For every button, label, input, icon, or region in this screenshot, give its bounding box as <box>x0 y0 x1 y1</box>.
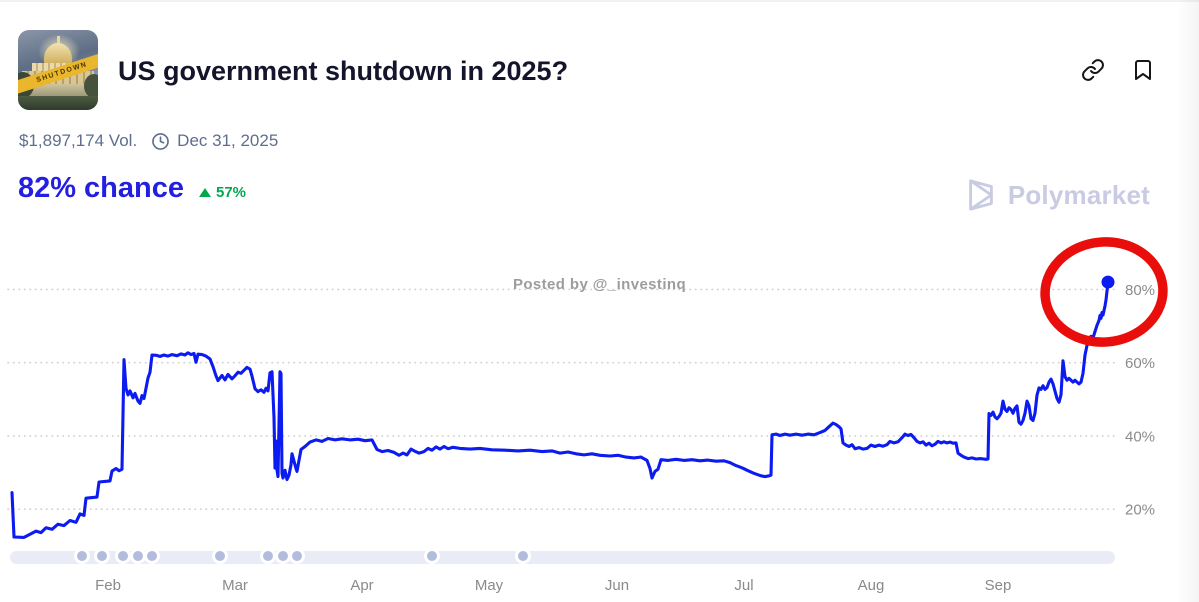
x-axis-label: Jun <box>605 577 629 594</box>
x-axis-label: Jul <box>734 577 753 594</box>
polymarket-watermark: Polymarket <box>964 176 1150 214</box>
highlight-circle-annotation <box>1040 237 1168 347</box>
change-value: 57% <box>216 183 247 201</box>
timeline-event-dot[interactable] <box>260 548 276 564</box>
page-title: US government shutdown in 2025? <box>118 56 569 86</box>
timeline-event-dot[interactable] <box>130 548 146 564</box>
up-triangle-icon <box>199 187 211 197</box>
latest-point-marker <box>1101 275 1115 289</box>
y-axis-label: 20% <box>1125 502 1155 519</box>
link-icon[interactable] <box>1081 58 1105 82</box>
x-axis-label: Aug <box>858 577 885 594</box>
x-axis-label: Feb <box>95 577 121 594</box>
timeline-event-dot[interactable] <box>289 548 305 564</box>
y-axis-label: 80% <box>1125 282 1155 299</box>
timeline-scrubber[interactable] <box>10 551 1115 564</box>
polymarket-logo-icon <box>969 179 993 211</box>
timeline-event-dot[interactable] <box>115 548 131 564</box>
end-date: Dec 31, 2025 <box>177 131 279 150</box>
posted-by-watermark: Posted by @_investinq <box>512 276 687 293</box>
timeline-event-dot[interactable] <box>212 548 228 564</box>
top-divider <box>0 0 1199 2</box>
capitol-spire <box>57 36 60 45</box>
price-line <box>10 280 1110 539</box>
x-axis-label: Mar <box>222 577 248 594</box>
bookmark-icon[interactable] <box>1131 58 1155 82</box>
timeline-event-dot[interactable] <box>275 548 291 564</box>
y-axis-label: 60% <box>1125 355 1155 372</box>
market-meta: $1,897,174 Vol. Dec 31, 2025 <box>19 131 278 151</box>
tree-right <box>84 74 98 98</box>
timeline-event-dot[interactable] <box>424 548 440 564</box>
chance-value: 82% <box>18 172 77 204</box>
price-chart[interactable]: 80% 60% 40% 20% Feb Mar Apr May Jun Jul Aug Sep <box>0 230 1199 602</box>
header-actions <box>1081 58 1155 82</box>
y-axis-label: 40% <box>1125 428 1155 445</box>
x-axis-label: Apr <box>350 577 373 594</box>
change-badge: 57% <box>199 184 246 201</box>
polymarket-wordmark: Polymarket <box>1007 179 1150 210</box>
clock-icon <box>152 132 170 150</box>
market-thumbnail[interactable]: SHUTDOWN <box>18 30 98 110</box>
volume-text: $1,897,174 Vol. <box>19 131 138 150</box>
capitol-steps <box>18 84 98 97</box>
timeline-event-dot[interactable] <box>144 548 160 564</box>
x-axis-label: May <box>475 577 504 594</box>
chance-label: chance <box>84 172 184 204</box>
timeline-event-dot[interactable] <box>515 548 531 564</box>
capitol-dome <box>44 43 72 64</box>
foreground-lawn <box>18 96 98 110</box>
x-axis-label: Sep <box>985 577 1012 594</box>
timeline-event-dot[interactable] <box>94 548 110 564</box>
chance-row: 82% chance 57% <box>18 172 246 205</box>
timeline-event-dot[interactable] <box>74 548 90 564</box>
